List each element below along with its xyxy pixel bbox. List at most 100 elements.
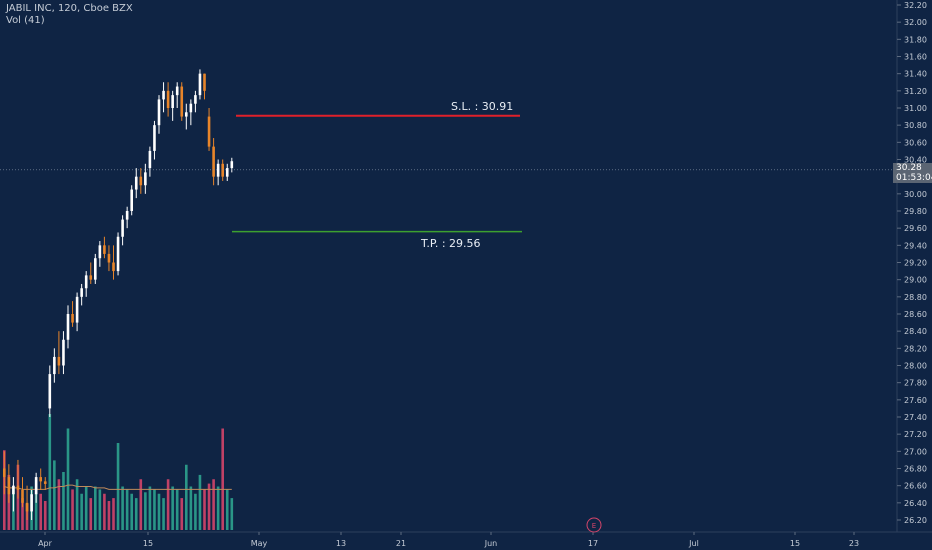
volume-bar [217, 487, 220, 531]
last-price-value: 30.28 [896, 163, 932, 173]
volume-bar [117, 443, 120, 530]
volume-bar [53, 460, 56, 530]
volume-bar [62, 472, 65, 530]
candle-body [217, 164, 220, 177]
y-tick-label: 31.20 [904, 87, 927, 96]
candle-body [103, 245, 106, 254]
symbol-title[interactable]: JABIL INC, 120, Cboe BZX [6, 3, 133, 15]
candle-body [190, 104, 193, 113]
candle-body [121, 220, 124, 237]
x-tick-label: 15 [790, 539, 800, 548]
candle-body [99, 245, 102, 258]
y-tick-label: 31.80 [904, 35, 927, 44]
volume-bar [199, 475, 202, 530]
candle-body [167, 91, 170, 108]
earnings-marker-label: E [592, 522, 596, 530]
y-tick-label: 30.00 [904, 190, 927, 199]
volume-bar [80, 494, 83, 530]
candle-body [3, 469, 6, 478]
candle-body [26, 503, 29, 512]
y-tick-label: 26.40 [904, 499, 927, 508]
y-tick-label: 31.00 [904, 104, 927, 113]
candle-body [180, 87, 183, 117]
y-tick-label: 28.80 [904, 293, 927, 302]
candle-body [221, 164, 224, 177]
y-tick-label: 31.60 [904, 53, 927, 62]
volume-bar [162, 498, 165, 530]
candle-body [44, 481, 47, 484]
volume-bar [167, 479, 170, 530]
candle-body [108, 254, 111, 263]
volume-bar [44, 501, 47, 530]
candle-body [85, 275, 88, 288]
volume-bar [194, 494, 197, 530]
candle-body [76, 297, 79, 323]
candle-body [30, 494, 33, 511]
volume-bar [226, 489, 229, 530]
volume-bar [89, 498, 92, 530]
candle-body [71, 314, 74, 323]
y-tick-label: 27.80 [904, 379, 927, 388]
y-tick-label: 26.60 [904, 482, 927, 491]
x-tick-label: Jul [688, 539, 699, 548]
candle-body [39, 477, 42, 481]
volume-bar [176, 489, 179, 530]
volume-bar [153, 489, 156, 530]
y-tick-label: 29.20 [904, 259, 927, 268]
volume-bar [185, 465, 188, 530]
volume-bar [203, 489, 206, 530]
candle-body [158, 99, 161, 125]
y-tick-label: 26.20 [904, 516, 927, 525]
y-tick-label: 28.60 [904, 310, 927, 319]
volume-bar [85, 487, 88, 531]
candle-body [194, 95, 197, 104]
candle-body [12, 486, 15, 495]
volume-bar [144, 492, 147, 530]
stop-loss-label: S.L. : 30.91 [451, 100, 513, 113]
candle-body [171, 95, 174, 108]
x-tick-label: 21 [396, 539, 406, 548]
y-tick-label: 31.40 [904, 70, 927, 79]
candle-body [58, 357, 61, 366]
volume-bar [49, 414, 52, 530]
volume-bar [231, 498, 234, 530]
candle-body [126, 211, 129, 220]
candle-body [89, 275, 92, 279]
y-tick-label: 29.00 [904, 276, 927, 285]
volume-bar [135, 498, 138, 530]
y-tick-label: 27.40 [904, 413, 927, 422]
volume-indicator-label[interactable]: Vol (41) [6, 15, 133, 27]
volume-bar [221, 429, 224, 531]
volume-bar [67, 429, 70, 531]
candle-body [53, 357, 56, 374]
x-tick-label: May [251, 539, 268, 548]
candle-body [35, 477, 38, 494]
volume-bar [108, 501, 111, 530]
candle-body [231, 161, 234, 168]
y-tick-label: 27.20 [904, 430, 927, 439]
y-tick-label: 29.60 [904, 224, 927, 233]
y-tick-label: 27.00 [904, 447, 927, 456]
candle-body [8, 477, 11, 494]
candle-body [94, 258, 97, 279]
y-tick-label: 28.20 [904, 344, 927, 353]
volume-bar [99, 489, 102, 530]
volume-bar [71, 489, 74, 530]
y-tick-label: 28.40 [904, 327, 927, 336]
candle-body [49, 374, 52, 408]
y-tick-label: 30.60 [904, 138, 927, 147]
candle-body [185, 112, 188, 116]
candle-body [212, 147, 215, 177]
x-tick-label: 17 [588, 539, 598, 548]
volume-bar [94, 487, 97, 531]
x-tick-label: 13 [336, 539, 346, 548]
volume-bar [39, 494, 42, 530]
y-tick-label: 29.40 [904, 241, 927, 250]
volume-bar [140, 479, 143, 530]
candle-body [130, 190, 133, 211]
y-tick-label: 32.20 [904, 1, 927, 10]
x-tick-label: Apr [38, 539, 53, 548]
candle-body [144, 172, 147, 185]
